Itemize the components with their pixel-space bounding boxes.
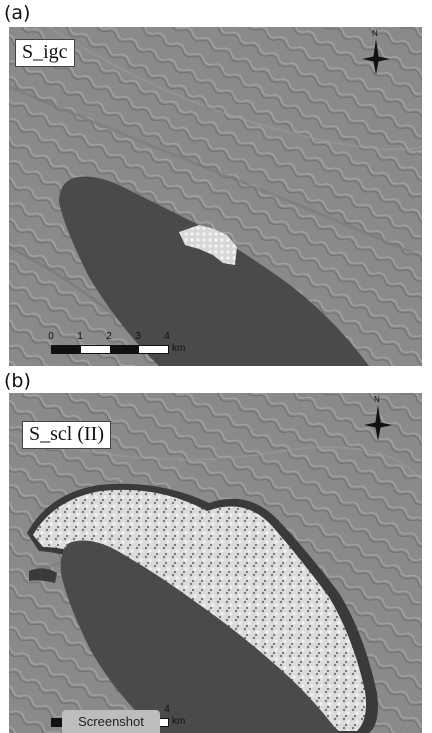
map-b-label: S_scl (II) — [22, 421, 111, 449]
map-a-label: S_igc — [15, 39, 75, 67]
scale-bar-a-graphic — [51, 345, 169, 354]
cluster-a — [179, 225, 237, 265]
map-panel-b: S_scl (II) N 4 km — [9, 393, 422, 733]
north-arrow-b-icon: N — [361, 395, 395, 443]
lake-b — [60, 540, 340, 733]
scale-tick-1: 1 — [77, 331, 83, 342]
panel-a-letter: (a) — [4, 2, 31, 24]
map-panel-a: S_igc N 0 1 2 3 4 km — [9, 27, 422, 366]
scale-tick-2: 2 — [106, 331, 112, 342]
map-b-terrain — [9, 393, 422, 733]
north-letter-a: N — [372, 29, 378, 38]
north-arrow-a-icon: N — [359, 29, 393, 77]
scale-tick-b-4: 4 — [164, 704, 170, 715]
north-letter-b: N — [374, 395, 380, 404]
scale-ticks-a: 0 1 2 3 4 — [48, 331, 170, 345]
scale-ticks-b: 4 — [51, 704, 170, 718]
scale-unit-b: km — [172, 716, 186, 727]
scale-tick-3: 3 — [135, 331, 141, 342]
lake-a — [59, 176, 369, 366]
map-a-terrain — [9, 27, 422, 366]
scale-unit-a: km — [172, 343, 186, 354]
scale-tick-4: 4 — [164, 331, 170, 342]
scale-tick-0: 0 — [48, 331, 54, 342]
panel-b-letter: (b) — [4, 370, 31, 392]
screenshot-button[interactable]: Screenshot — [62, 710, 160, 733]
scale-bar-a: 0 1 2 3 4 km — [48, 331, 185, 354]
